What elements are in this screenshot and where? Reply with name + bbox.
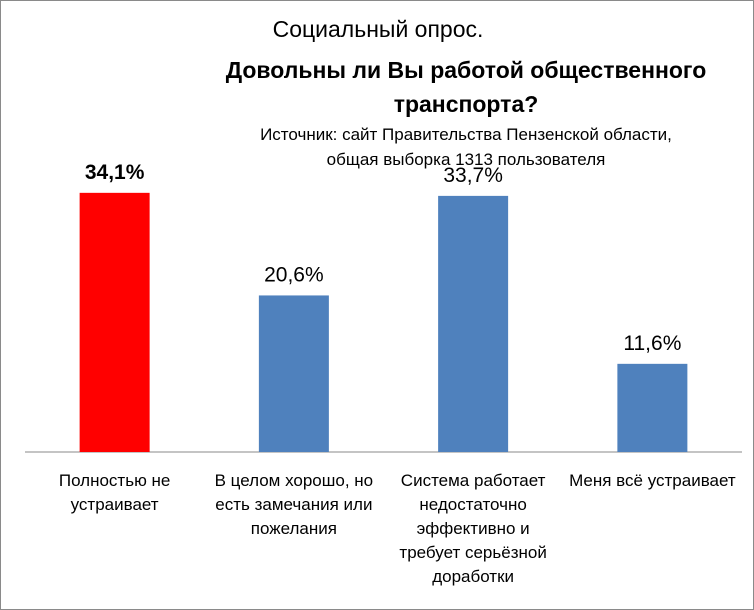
chart-source-line1: Источник: сайт Правительства Пензенской … [260,125,672,144]
chart-title-question: Довольны ли Вы работой общественного тра… [225,57,707,117]
bar-1 [79,192,150,452]
category-label-3: Система работает недостаточно эффективно… [399,471,547,586]
category-label-4: Меня всё устраивает [569,471,736,490]
category-label-1: Полностью не устраивает [58,471,171,514]
category-label-2: В целом хорошо, но есть замечания или по… [214,471,374,538]
data-label-1: 34,1% [85,161,145,184]
chart-source: Источник: сайт Правительства Пензенской … [171,122,754,172]
bar-4 [617,363,688,452]
bar-3 [438,195,509,452]
data-label-3: 33,7% [443,164,503,187]
data-label-2: 20,6% [264,263,324,286]
bar-2 [258,295,329,452]
chart-title-line1: Социальный опрос. [272,16,484,42]
data-label-4: 11,6% [623,332,681,355]
chart-source-line2: общая выборка 1313 пользователя [326,150,606,169]
